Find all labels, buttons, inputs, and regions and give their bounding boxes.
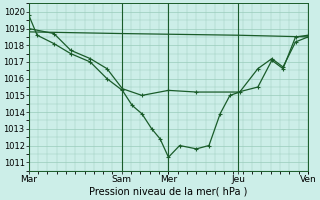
X-axis label: Pression niveau de la mer( hPa ): Pression niveau de la mer( hPa ) xyxy=(89,187,248,197)
